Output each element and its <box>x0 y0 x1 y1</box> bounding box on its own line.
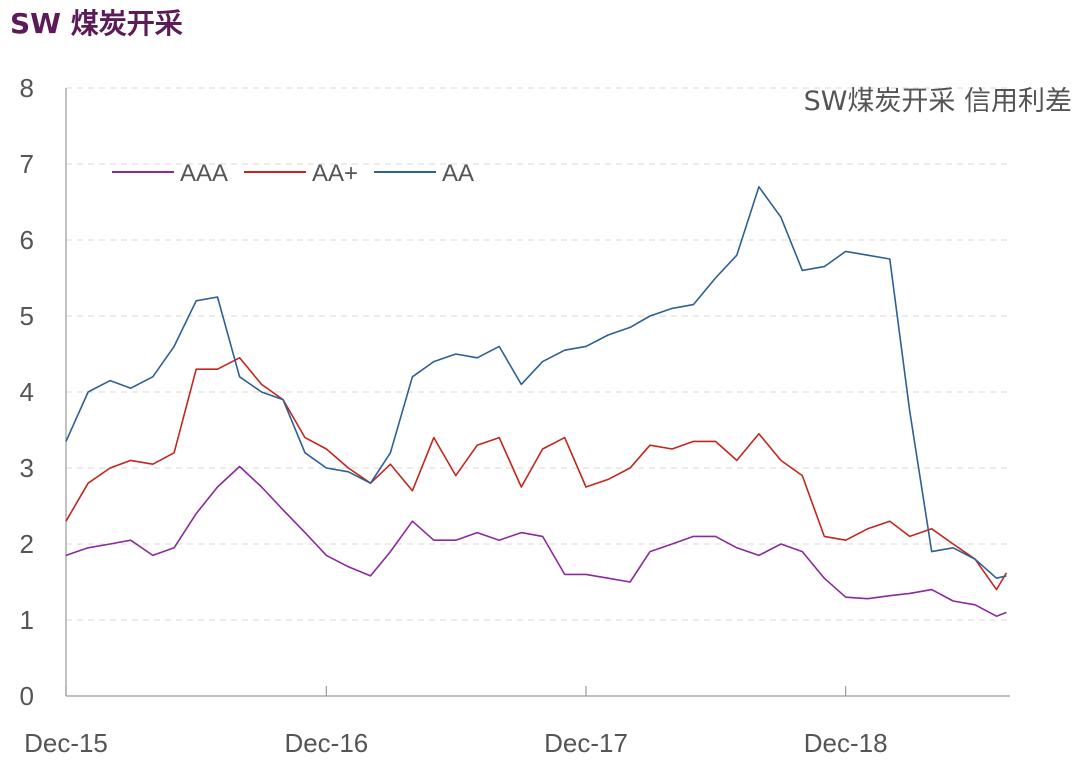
y-tick-label: 8 <box>20 73 34 103</box>
x-tick-label: Dec-18 <box>804 728 888 758</box>
series-lines <box>65 186 1008 618</box>
y-tick-label: 7 <box>20 149 34 179</box>
x-axis-ticks: Dec-15 Dec-16 Dec-17 Dec-18 <box>24 686 888 758</box>
chart-title: SW煤炭开采 信用利差 <box>804 86 1072 117</box>
series-line-aa <box>65 186 1007 580</box>
y-tick-label: 0 <box>20 681 34 711</box>
axes <box>65 88 1010 697</box>
y-tick-label: 2 <box>20 529 34 559</box>
x-tick-label: Dec-17 <box>544 728 628 758</box>
series-line-aaa <box>65 465 1007 618</box>
legend-label: AA+ <box>312 160 358 187</box>
y-tick-label: 1 <box>20 605 34 635</box>
y-tick-label: 3 <box>20 453 34 483</box>
legend-label: AAA <box>180 160 228 187</box>
y-tick-label: 4 <box>20 377 34 407</box>
series-line-aaplus <box>65 356 1008 591</box>
legend-label: AA <box>442 160 474 187</box>
legend: AAA AA+ AA <box>112 160 474 187</box>
y-tick-label: 6 <box>20 225 34 255</box>
x-tick-label: Dec-16 <box>284 728 368 758</box>
y-axis-ticks: 0 1 2 3 4 5 6 7 8 <box>20 73 34 711</box>
page-title: SW 煤炭开采 <box>10 7 183 40</box>
x-tick-label: Dec-15 <box>24 728 108 758</box>
y-tick-label: 5 <box>20 301 34 331</box>
